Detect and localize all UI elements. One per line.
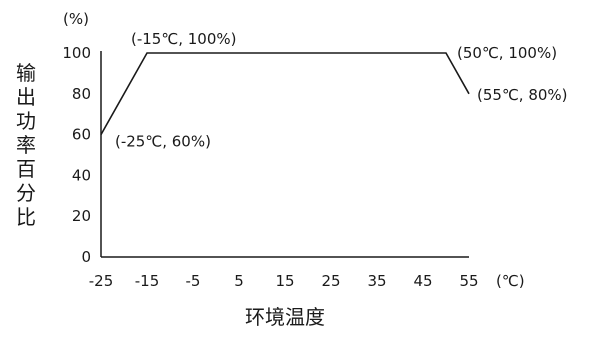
y-unit-label: (%) bbox=[63, 10, 89, 28]
y-tick-label: 40 bbox=[72, 166, 91, 184]
point-annotation: (55℃, 80%) bbox=[477, 86, 568, 104]
series-line bbox=[100, 52, 470, 135]
x-tick-label: 15 bbox=[275, 272, 294, 290]
y-tick-label: 60 bbox=[72, 126, 91, 144]
axes bbox=[100, 51, 469, 258]
y-tick-label: 0 bbox=[81, 248, 91, 266]
series-group bbox=[100, 52, 470, 135]
x-tick-label: 45 bbox=[413, 272, 432, 290]
y-axis-title: 输出功率百分比 bbox=[16, 61, 36, 229]
x-tick-label: 35 bbox=[367, 272, 386, 290]
x-axis-title: 环境温度 bbox=[245, 305, 325, 329]
x-tick-labels: -25 -15 -5 5 15 25 35 45 55 bbox=[89, 272, 479, 290]
y-tick-label: 80 bbox=[72, 85, 91, 103]
y-tick-label: 100 bbox=[62, 44, 91, 62]
x-tick-label: -15 bbox=[135, 272, 160, 290]
x-tick-label: -5 bbox=[186, 272, 201, 290]
x-unit-label: (℃) bbox=[496, 272, 525, 290]
point-annotation: (50℃, 100%) bbox=[457, 44, 557, 62]
point-annotation: (-15℃, 100%) bbox=[131, 30, 236, 48]
y-tick-label: 20 bbox=[72, 207, 91, 225]
x-tick-label: -25 bbox=[89, 272, 114, 290]
annotations: (-25℃, 60%) (-15℃, 100%) (50℃, 100%) (55℃, … bbox=[115, 30, 568, 151]
x-tick-label: 25 bbox=[321, 272, 340, 290]
x-tick-label: 55 bbox=[459, 272, 478, 290]
y-tick-labels: 0 20 40 60 80 100 bbox=[62, 44, 91, 266]
point-annotation: (-25℃, 60%) bbox=[115, 133, 211, 151]
x-tick-label: 5 bbox=[234, 272, 244, 290]
